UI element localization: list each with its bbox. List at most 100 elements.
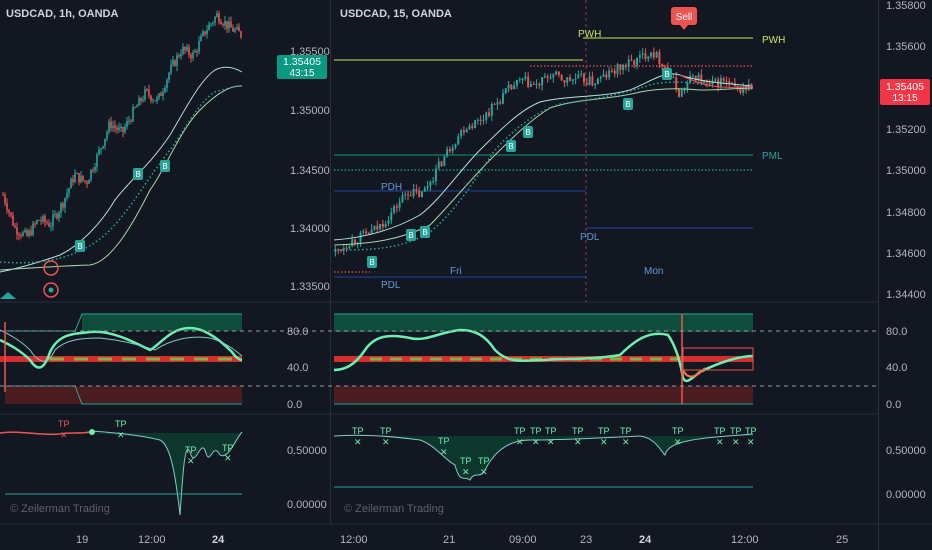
candle-body: [367, 233, 370, 235]
candle-body: [8, 210, 10, 213]
candle-body: [664, 66, 666, 68]
right-price-pane[interactable]: B B B B B B B Sell USDC: [333, 0, 785, 302]
candle-body: [228, 21, 230, 29]
candle-body: [98, 149, 100, 155]
candle-body: [599, 76, 602, 79]
right-time-label: 12:00: [340, 534, 368, 546]
left-title: USDCAD, 1h, OANDA: [6, 8, 119, 20]
candle-body: [18, 234, 20, 236]
candle-body: [462, 130, 465, 133]
candle-body: [432, 181, 435, 183]
candle-body: [638, 55, 641, 58]
candle-body: [118, 127, 120, 130]
right-price-tick: 1.35600: [886, 41, 926, 53]
candle-body: [200, 35, 202, 42]
candle-body: [677, 88, 680, 97]
candle-body: [672, 77, 675, 79]
candle-body: [198, 41, 200, 52]
candle-body: [571, 79, 574, 81]
candle-body: [178, 55, 180, 57]
candle-body: [605, 74, 608, 78]
right-bottom-pane[interactable]: TP✕TP✕ TP✕TP✕TP✕TP✕TP✕TP✕TP✕TP✕TP✕TP✕TP✕T…: [333, 426, 757, 515]
candle-body: [152, 100, 154, 102]
candle-body: [359, 232, 362, 243]
right-tp-label: TP: [352, 426, 364, 436]
candle-body: [686, 82, 689, 90]
left-osc-signal: [0, 329, 243, 362]
right-ma-fast: [333, 73, 754, 241]
candle-body: [532, 83, 535, 85]
left-price-pane[interactable]: B B B USDCAD, 1h, OANDA: [0, 8, 243, 299]
right-bottom-fill: [334, 434, 753, 480]
candle-body: [624, 65, 627, 67]
candle-body: [174, 60, 176, 66]
candle-body: [566, 77, 569, 83]
right-ma-slow: [333, 87, 754, 246]
right-tp-x: ✕: [532, 437, 540, 447]
svg-text:Sell: Sell: [676, 12, 693, 23]
right-tp-x: ✕: [462, 467, 470, 477]
candle-body: [4, 194, 6, 204]
right-osc-upper-zone: [334, 314, 753, 332]
candle-body: [14, 225, 16, 228]
candle-body: [524, 76, 527, 79]
pdl-label-lower: PDL: [381, 280, 401, 291]
candle-body: [588, 76, 591, 85]
candle-body: [429, 181, 432, 187]
candle-body: [210, 23, 212, 25]
left-oscillator-pane[interactable]: [0, 313, 243, 405]
candle-body: [146, 89, 148, 91]
candle-body: [661, 63, 664, 67]
candle-body: [557, 71, 560, 75]
candle-body: [742, 87, 745, 93]
candle-body: [546, 75, 549, 78]
candle-body: [168, 73, 170, 80]
candle-body: [188, 47, 190, 55]
candle-body: [513, 85, 516, 90]
candle-body: [443, 156, 446, 167]
svg-text:B: B: [664, 70, 669, 79]
right-tp-x: ✕: [716, 437, 724, 447]
candle-body: [650, 52, 653, 57]
right-countdown: 13:15: [892, 93, 917, 104]
candle-body: [130, 120, 132, 122]
candle-body: [680, 90, 683, 97]
left-flag-circle-2: [43, 282, 59, 298]
candle-body: [745, 87, 747, 91]
right-oscillator-pane[interactable]: [333, 313, 754, 405]
left-bottom-pane[interactable]: TP ✕ TP ✕ TP ✕ TP ✕ © Zeilerman Trading: [0, 419, 243, 516]
right-current-price: 1.35405: [886, 81, 924, 93]
candle-body: [238, 27, 240, 32]
left-bottom-tick: 0.00000: [287, 499, 327, 511]
right-price-tick: 1.34800: [886, 207, 926, 219]
candle-body: [132, 107, 134, 122]
candle-body: [390, 212, 393, 221]
candle-body: [30, 230, 32, 236]
candle-body: [471, 125, 474, 129]
candle-body: [70, 178, 72, 189]
candle-body: [426, 186, 429, 189]
left-price-tick: 1.33500: [290, 281, 330, 293]
candle-body: [50, 226, 52, 228]
left-tp-x: ✕: [60, 430, 68, 440]
left-time-label: 24: [212, 534, 225, 546]
candle-body: [538, 83, 541, 86]
right-tp-x: ✕: [547, 437, 555, 447]
right-tp-label: TP: [620, 426, 632, 436]
candle-body: [40, 220, 42, 222]
candle-body: [496, 102, 499, 105]
candle-body: [148, 89, 150, 96]
right-tp-x: ✕: [574, 437, 582, 447]
svg-text:B: B: [625, 100, 630, 109]
candle-body: [608, 70, 611, 78]
candle-body: [204, 31, 206, 35]
candle-body: [393, 206, 396, 213]
day-label-mon: Mon: [644, 266, 663, 277]
candle-body: [465, 129, 468, 133]
candle-body: [398, 202, 401, 208]
candle-body: [507, 84, 510, 89]
candle-body: [407, 194, 410, 196]
candle-body: [68, 188, 70, 194]
candle-body: [499, 102, 502, 104]
candle-body: [94, 167, 96, 171]
